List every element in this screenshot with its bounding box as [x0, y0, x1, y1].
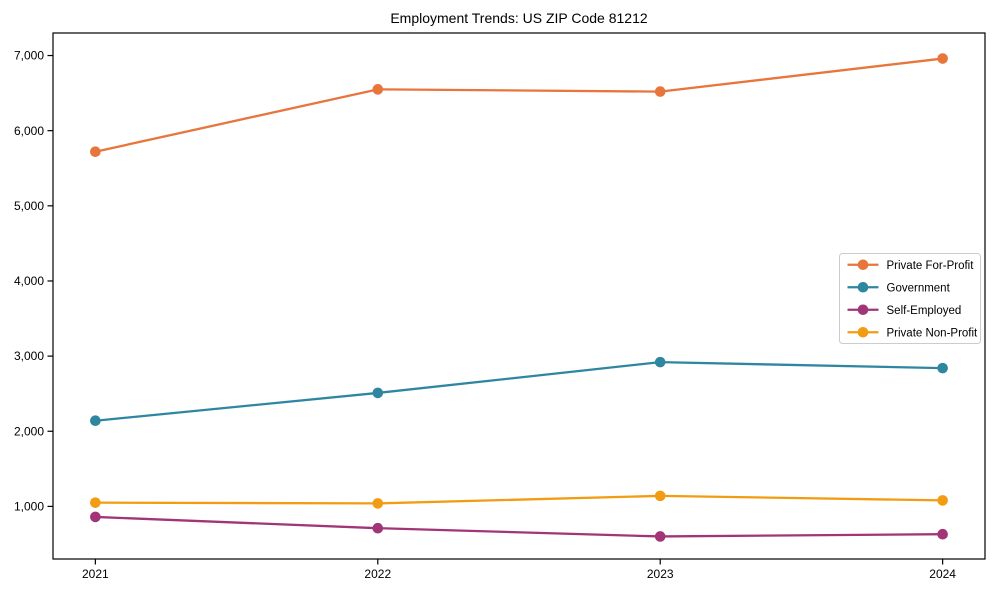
legend-item: Self-Employed: [847, 304, 962, 317]
y-axis-tick-label: 3,000: [14, 349, 44, 363]
legend-marker: [857, 259, 869, 271]
data-point-marker: [937, 53, 948, 64]
series-line: [94, 494, 944, 505]
legend-box: [839, 253, 981, 344]
series-line: [94, 360, 944, 422]
x-axis-tick-label: 2023: [647, 567, 674, 581]
data-point-marker: [654, 490, 666, 502]
legend-item-label: Government: [887, 282, 951, 294]
data-point-marker: [90, 146, 101, 158]
legend-item: Government: [847, 281, 951, 294]
legend-marker: [857, 281, 869, 293]
legend-item: Private For-Profit: [847, 259, 975, 272]
data-point-marker: [654, 356, 666, 368]
data-point-marker: [90, 497, 101, 508]
legend-item-label: Self-Employed: [887, 305, 962, 317]
data-point-marker: [937, 362, 948, 374]
data-point-marker: [90, 511, 101, 523]
legend-item: Private Non-Profit: [847, 326, 979, 339]
y-axis-tick-label: 1,000: [14, 499, 44, 513]
data-point-marker: [654, 531, 666, 542]
data-point-marker: [937, 495, 948, 506]
legend-item-label: Private Non-Profit: [887, 327, 979, 339]
legend: Private For-Profit Government Self-Employe…: [839, 253, 981, 344]
x-axis-tick-label: 2024: [929, 567, 956, 581]
data-point-marker: [937, 528, 948, 540]
series-self-employed: [90, 511, 948, 542]
plot-border: [52, 32, 986, 560]
y-axis-tick-label: 5,000: [14, 199, 44, 213]
series-layer: [90, 53, 948, 542]
series-line: [94, 515, 944, 538]
x-axis-tick-label: 2021: [82, 567, 109, 581]
series-private-non-profit: [90, 490, 948, 509]
data-point-marker: [90, 415, 101, 427]
chart-title: Employment Trends: US ZIP Code 81212: [390, 10, 648, 26]
data-point-marker: [372, 387, 384, 399]
legend-item-label: Private For-Profit: [887, 260, 975, 272]
series-line: [94, 57, 944, 153]
y-axis-tick-label: 2,000: [14, 424, 44, 438]
data-point-marker: [372, 522, 384, 534]
legend-marker: [857, 326, 869, 338]
series-private-for-profit: [90, 53, 948, 158]
plot-area: 1,000 2,000 3,000 4,000 5,000 6,000 7,000 2021 2…: [14, 32, 986, 581]
data-point-marker: [372, 84, 384, 95]
series-government: [90, 356, 948, 427]
data-point-marker: [372, 498, 384, 509]
y-axis-tick-label: 6,000: [14, 124, 44, 138]
y-axis-tick-label: 4,000: [14, 274, 44, 288]
y-axis-tick-label: 7,000: [14, 49, 44, 63]
x-axis-tick-label: 2022: [364, 567, 391, 581]
data-point-marker: [654, 86, 666, 97]
legend-marker: [857, 304, 869, 316]
